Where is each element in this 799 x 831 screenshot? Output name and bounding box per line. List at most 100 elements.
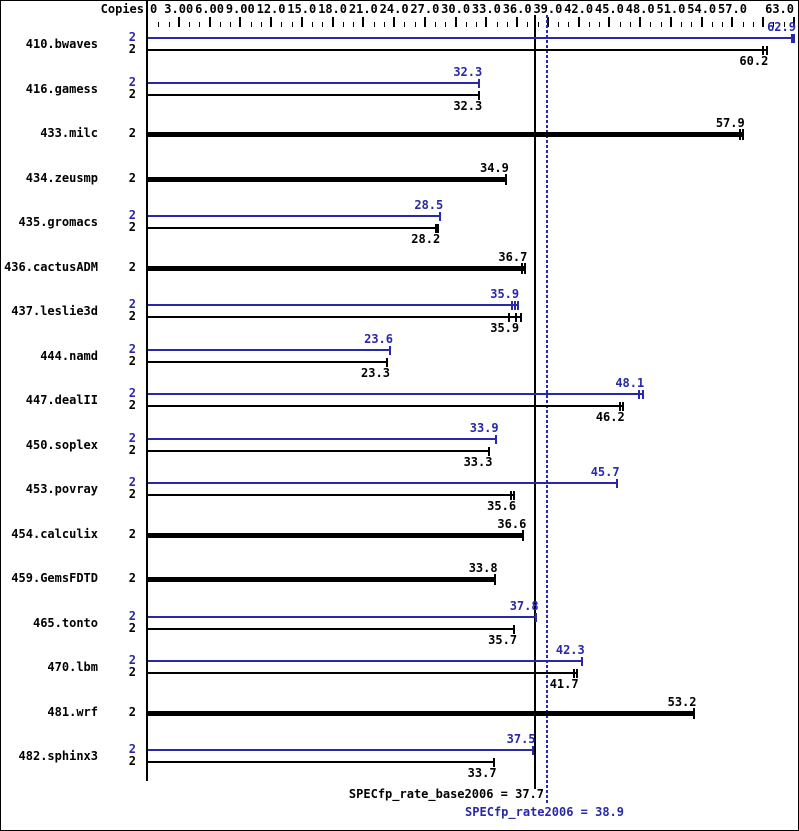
bar-peak bbox=[148, 348, 390, 351]
summary-peak-label: SPECfp_rate2006 = 38.9 bbox=[465, 805, 624, 819]
x-axis-major-tick bbox=[270, 17, 273, 27]
x-axis-major-tick bbox=[516, 17, 519, 27]
x-axis-tick-label: 3.00 bbox=[164, 2, 194, 16]
copies-count: 2 bbox=[128, 208, 136, 222]
copies-count: 2 bbox=[128, 386, 136, 400]
value-label: 23.3 bbox=[361, 365, 390, 380]
bar-end-mark bbox=[388, 345, 391, 355]
value-label: 33.8 bbox=[468, 561, 498, 575]
x-axis-minor-tick bbox=[681, 22, 683, 27]
x-axis-minor-tick bbox=[742, 22, 744, 27]
benchmark-label: 437.leslie3d bbox=[11, 304, 98, 318]
x-axis-minor-tick bbox=[353, 22, 355, 27]
bar-peak bbox=[148, 482, 617, 484]
value-label: 34.9 bbox=[479, 160, 509, 175]
x-axis-tick-label: 27.0 bbox=[410, 2, 440, 16]
x-axis-minor-tick bbox=[435, 22, 437, 27]
bar-base bbox=[148, 227, 439, 229]
x-axis-minor-tick bbox=[650, 22, 652, 27]
x-axis-tick-label: 12.0 bbox=[256, 2, 286, 16]
x-axis-major-tick bbox=[239, 17, 242, 27]
value-label: 32.3 bbox=[453, 98, 483, 113]
copies-count: 2 bbox=[128, 259, 136, 274]
x-axis-minor-tick bbox=[383, 22, 385, 27]
x-axis-minor-tick bbox=[476, 22, 478, 27]
bar-base bbox=[148, 672, 577, 674]
x-axis-minor-tick bbox=[219, 22, 221, 27]
reference-line-peak bbox=[545, 15, 548, 804]
x-axis-minor-tick bbox=[291, 22, 293, 27]
bar-end-mark bbox=[478, 90, 481, 100]
copies-count: 2 bbox=[128, 704, 136, 719]
bar-end-mark bbox=[507, 313, 510, 322]
bar-end-mark bbox=[692, 707, 695, 719]
copies-header-label: Copies bbox=[100, 2, 144, 16]
copies-count: 2 bbox=[128, 42, 136, 56]
bar-end-mark bbox=[515, 313, 518, 322]
benchmark-label: 434.zeusmp bbox=[25, 170, 98, 185]
bar-peak bbox=[148, 393, 644, 395]
benchmark-label: 481.wrf bbox=[47, 704, 98, 719]
bar-base bbox=[148, 761, 494, 763]
benchmark-label: 447.dealII bbox=[25, 393, 98, 407]
copies-count: 2 bbox=[128, 742, 136, 756]
value-label: 62.9 bbox=[767, 20, 796, 34]
copies-count: 2 bbox=[128, 353, 136, 368]
value-label: 33.3 bbox=[463, 454, 493, 469]
bar-base bbox=[148, 627, 515, 630]
bar-end-mark bbox=[762, 46, 765, 55]
x-axis-minor-tick bbox=[568, 22, 570, 27]
bar-end-mark bbox=[520, 313, 523, 322]
x-axis-major-tick bbox=[454, 17, 457, 27]
bar-both bbox=[148, 532, 524, 538]
bar-end-mark bbox=[504, 173, 507, 185]
x-axis-tick-label: 15.0 bbox=[287, 2, 317, 16]
bar-end-mark bbox=[738, 129, 741, 140]
bar-both bbox=[148, 132, 743, 137]
bar-end-mark bbox=[766, 46, 769, 55]
x-axis-minor-tick bbox=[691, 22, 693, 27]
summary-base-label: SPECfp_rate_base2006 = 37.7 bbox=[348, 787, 544, 801]
benchmark-label: 450.soplex bbox=[25, 437, 98, 452]
bar-end-mark bbox=[531, 746, 534, 755]
x-axis-minor-tick bbox=[506, 22, 508, 27]
x-axis-minor-tick bbox=[752, 22, 754, 27]
value-label: 35.9 bbox=[490, 321, 520, 335]
bar-peak bbox=[148, 615, 536, 618]
benchmark-label: 410.bwaves bbox=[25, 37, 98, 51]
value-label: 23.6 bbox=[364, 331, 393, 346]
x-axis-major-tick bbox=[700, 17, 703, 27]
copies-count: 2 bbox=[128, 126, 136, 140]
x-axis-minor-tick bbox=[537, 22, 539, 27]
copies-count: 2 bbox=[128, 220, 136, 234]
bar-end-mark bbox=[493, 574, 496, 585]
copies-count: 2 bbox=[128, 608, 136, 623]
copies-count: 2 bbox=[128, 30, 136, 44]
bar-peak bbox=[148, 437, 496, 440]
bar-end-mark bbox=[514, 301, 517, 310]
x-axis-minor-tick bbox=[404, 22, 406, 27]
value-label: 45.7 bbox=[590, 465, 620, 479]
bar-base bbox=[148, 360, 387, 363]
value-label: 37.8 bbox=[509, 598, 539, 613]
copies-count: 2 bbox=[128, 297, 136, 311]
copies-count: 2 bbox=[128, 398, 136, 412]
bar-end-mark bbox=[793, 34, 795, 43]
reference-line-base bbox=[533, 15, 536, 789]
x-axis-minor-tick bbox=[527, 22, 529, 27]
value-label: 36.7 bbox=[498, 249, 528, 264]
bar-end-mark bbox=[534, 612, 537, 622]
x-axis-minor-tick bbox=[250, 22, 252, 27]
bar-end-mark bbox=[492, 758, 495, 767]
x-axis-minor-tick bbox=[168, 22, 170, 27]
benchmark-label: 416.gamess bbox=[25, 81, 98, 96]
value-label: 42.3 bbox=[555, 643, 585, 657]
x-axis-minor-tick bbox=[342, 22, 344, 27]
x-axis-tick-label: 6.00 bbox=[195, 2, 224, 16]
value-label: 35.6 bbox=[487, 499, 517, 513]
bar-end-mark bbox=[522, 529, 525, 541]
x-axis-minor-tick bbox=[322, 22, 324, 27]
x-axis-minor-tick bbox=[189, 22, 191, 27]
value-label: 33.7 bbox=[467, 766, 497, 780]
